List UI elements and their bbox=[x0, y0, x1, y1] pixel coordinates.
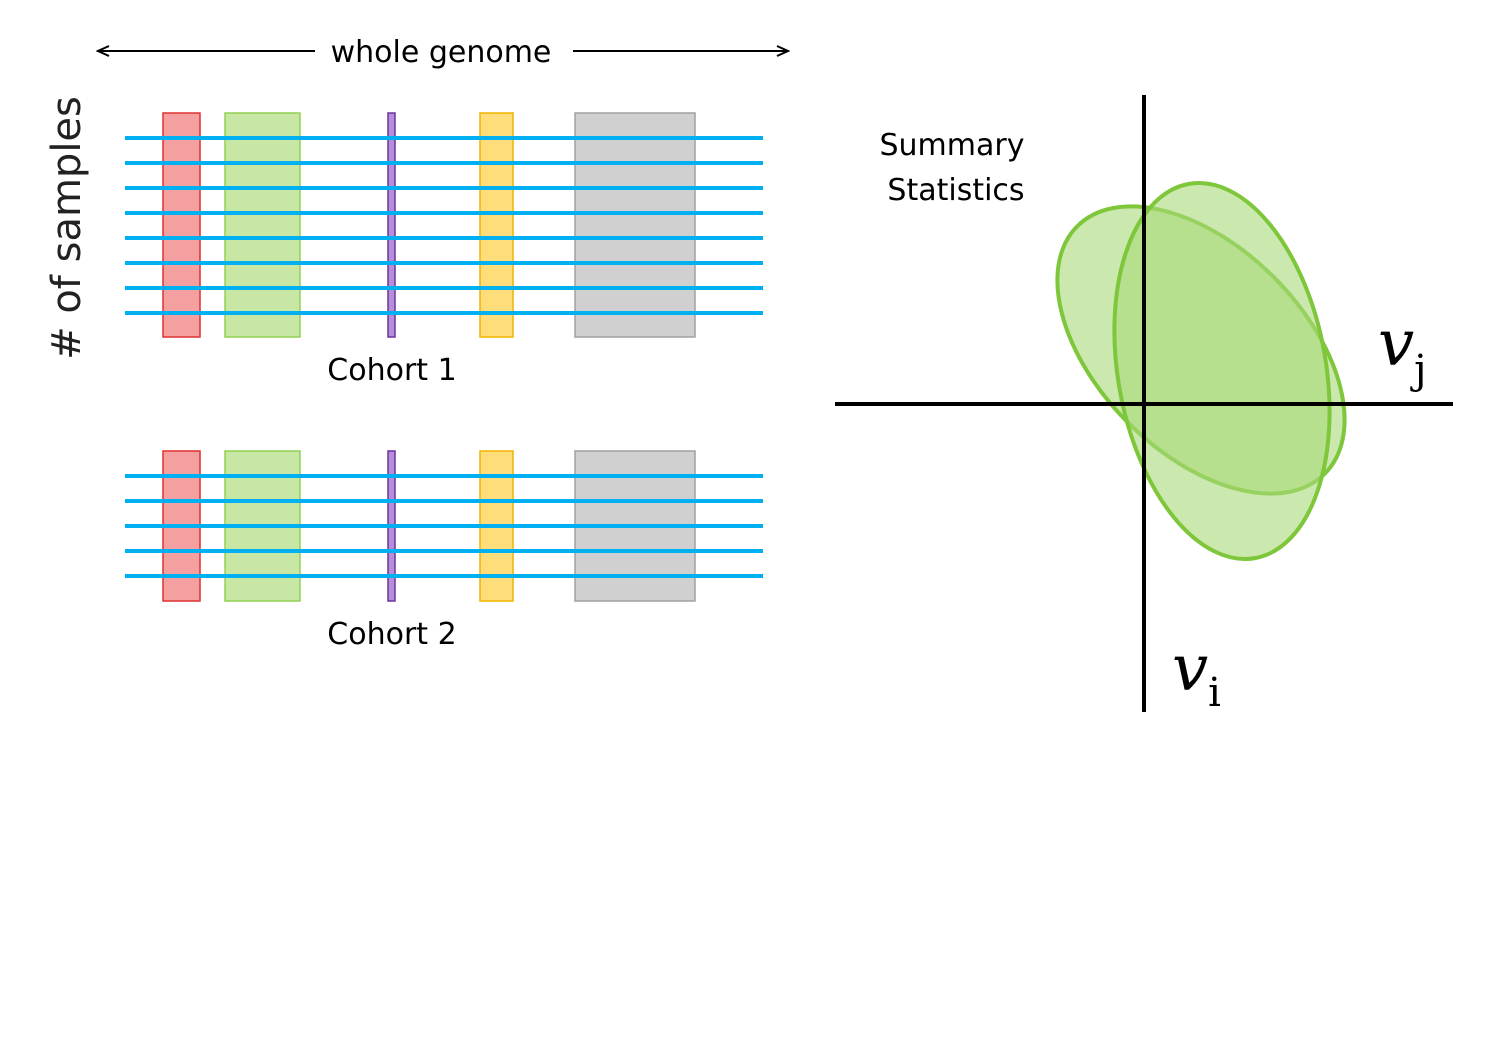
genome-label: whole genome bbox=[331, 35, 552, 70]
genome-arrow: whole genome bbox=[98, 35, 788, 70]
summary-label-line1: Summary bbox=[880, 128, 1025, 163]
cohort-2-label: Cohort 2 bbox=[327, 617, 456, 652]
region-green bbox=[224, 112, 301, 338]
axis-x-label: vj bbox=[1378, 307, 1427, 393]
region-purple bbox=[387, 112, 396, 338]
axis-y-label: vi bbox=[1172, 632, 1221, 716]
ellipse-upright bbox=[1112, 181, 1332, 561]
samples-axis-label: # of samples bbox=[44, 96, 90, 360]
cohort-2-panel: Cohort 2 bbox=[125, 450, 763, 652]
region-gray bbox=[574, 112, 696, 338]
cohort-1-label: Cohort 1 bbox=[327, 353, 456, 388]
summary-label-line2: Statistics bbox=[887, 173, 1024, 208]
axis-y-subscript: i bbox=[1208, 670, 1221, 716]
cohort-1-panel: Cohort 1 bbox=[125, 112, 763, 388]
cohort-1-sample-lines bbox=[125, 136, 763, 315]
region-red bbox=[162, 112, 201, 338]
cohort-2-sample-lines bbox=[125, 474, 763, 578]
axis-x-subscript: j bbox=[1410, 347, 1426, 393]
axis-y-symbol: v bbox=[1172, 632, 1208, 706]
axis-x-symbol: v bbox=[1378, 307, 1414, 381]
summary-statistics-plot: Summary Statistics vj vi bbox=[835, 95, 1453, 716]
region-yellow bbox=[479, 112, 514, 338]
